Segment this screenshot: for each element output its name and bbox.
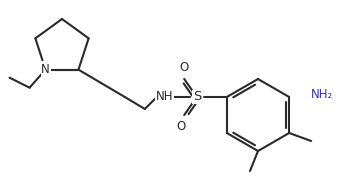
Text: NH: NH xyxy=(156,90,174,104)
Text: N: N xyxy=(41,63,50,76)
Text: NH₂: NH₂ xyxy=(311,88,333,100)
Text: O: O xyxy=(180,61,189,74)
Text: S: S xyxy=(193,90,201,104)
Text: O: O xyxy=(177,120,186,133)
